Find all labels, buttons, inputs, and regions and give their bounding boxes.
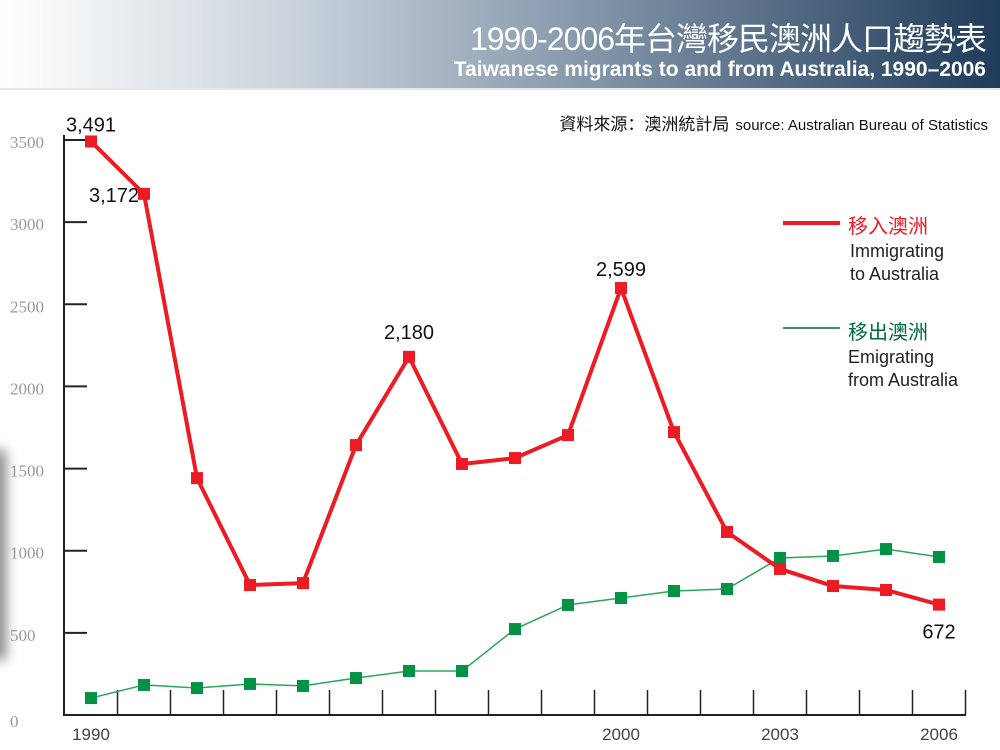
data-point-emigrating xyxy=(933,550,945,563)
legend-immigrating-en: Immigrating to Australia xyxy=(850,240,944,286)
data-point-immigrating xyxy=(721,525,733,538)
data-point-emigrating xyxy=(562,598,574,611)
data-point-emigrating xyxy=(827,549,839,562)
legend-immigrating-en1: Immigrating xyxy=(850,241,945,261)
data-point-immigrating xyxy=(191,472,203,485)
data-label: 2,180 xyxy=(384,322,434,344)
data-point-emigrating xyxy=(244,677,256,690)
data-point-emigrating xyxy=(85,692,97,705)
data-point-immigrating xyxy=(562,429,574,442)
data-point-emigrating xyxy=(721,582,733,595)
data-point-immigrating xyxy=(244,579,256,592)
y-tick-label: 1000 xyxy=(10,544,44,563)
side-shadow xyxy=(0,450,6,660)
data-point-immigrating xyxy=(403,350,415,363)
data-label: 3,172 xyxy=(89,185,139,207)
data-label: 3,491 xyxy=(66,114,116,136)
x-tick-label: 2000 xyxy=(602,725,640,744)
data-point-emigrating xyxy=(191,682,203,695)
series-line-immigrating xyxy=(89,140,940,607)
data-point-emigrating xyxy=(774,551,786,564)
legend-emigrating-en: Emigrating from Australia xyxy=(848,346,958,392)
data-point-immigrating xyxy=(138,187,150,200)
data-point-emigrating xyxy=(456,664,468,677)
y-tick-label: 3000 xyxy=(10,215,44,234)
y-tick-label: 0 xyxy=(10,712,19,731)
source-en: source: Australian Bureau of Statistics xyxy=(735,117,988,134)
data-point-immigrating xyxy=(933,598,945,611)
data-point-emigrating xyxy=(615,592,627,605)
data-point-immigrating xyxy=(668,426,680,439)
legend-emigrating-zh: 移出澳洲 xyxy=(848,322,928,344)
data-point-immigrating xyxy=(297,577,309,590)
source-note: 資料來源：澳洲統計局 source: Australian Bureau of S… xyxy=(559,110,988,135)
x-tick-label: 2003 xyxy=(761,725,799,744)
y-tick-label: 3500 xyxy=(10,133,44,152)
data-point-immigrating xyxy=(456,457,468,470)
data-point-emigrating xyxy=(350,672,362,685)
data-point-immigrating xyxy=(85,135,97,148)
data-point-emigrating xyxy=(509,623,521,636)
source-zh: 資料來源：澳洲統計局 xyxy=(559,115,730,134)
data-point-emigrating xyxy=(668,584,680,597)
data-label: 672 xyxy=(922,622,955,644)
data-point-immigrating xyxy=(774,562,786,575)
legend-immigrating-en2: to Australia xyxy=(850,264,940,284)
x-tick-label: 1990 xyxy=(72,725,110,744)
data-point-immigrating xyxy=(509,452,521,465)
header-banner: 1990-2006年台灣移民澳洲人口趨勢表 Taiwanese migrants… xyxy=(0,0,1000,90)
y-tick-label: 2500 xyxy=(10,297,44,316)
y-tick-label: 2000 xyxy=(10,379,44,398)
data-point-emigrating xyxy=(297,679,309,692)
data-point-emigrating xyxy=(403,664,415,677)
legend-immigrating-zh: 移入澳洲 xyxy=(848,216,928,238)
data-label: 2,599 xyxy=(596,259,646,281)
title-english: Taiwanese migrants to and from Australia… xyxy=(453,58,986,81)
data-point-immigrating xyxy=(880,583,892,596)
y-tick-label: 500 xyxy=(10,626,36,645)
data-point-immigrating xyxy=(827,580,839,593)
data-point-emigrating xyxy=(880,543,892,556)
data-point-emigrating xyxy=(138,678,150,691)
data-point-immigrating xyxy=(615,282,627,295)
title-chinese: 1990-2006年台灣移民澳洲人口趨勢表 xyxy=(469,21,987,57)
x-tick-label: 2006 xyxy=(920,725,958,744)
data-point-immigrating xyxy=(350,439,362,452)
legend-emigrating-en2: from Australia xyxy=(848,370,959,390)
legend-emigrating-en1: Emigrating xyxy=(848,347,935,367)
y-tick-label: 1500 xyxy=(10,462,44,481)
